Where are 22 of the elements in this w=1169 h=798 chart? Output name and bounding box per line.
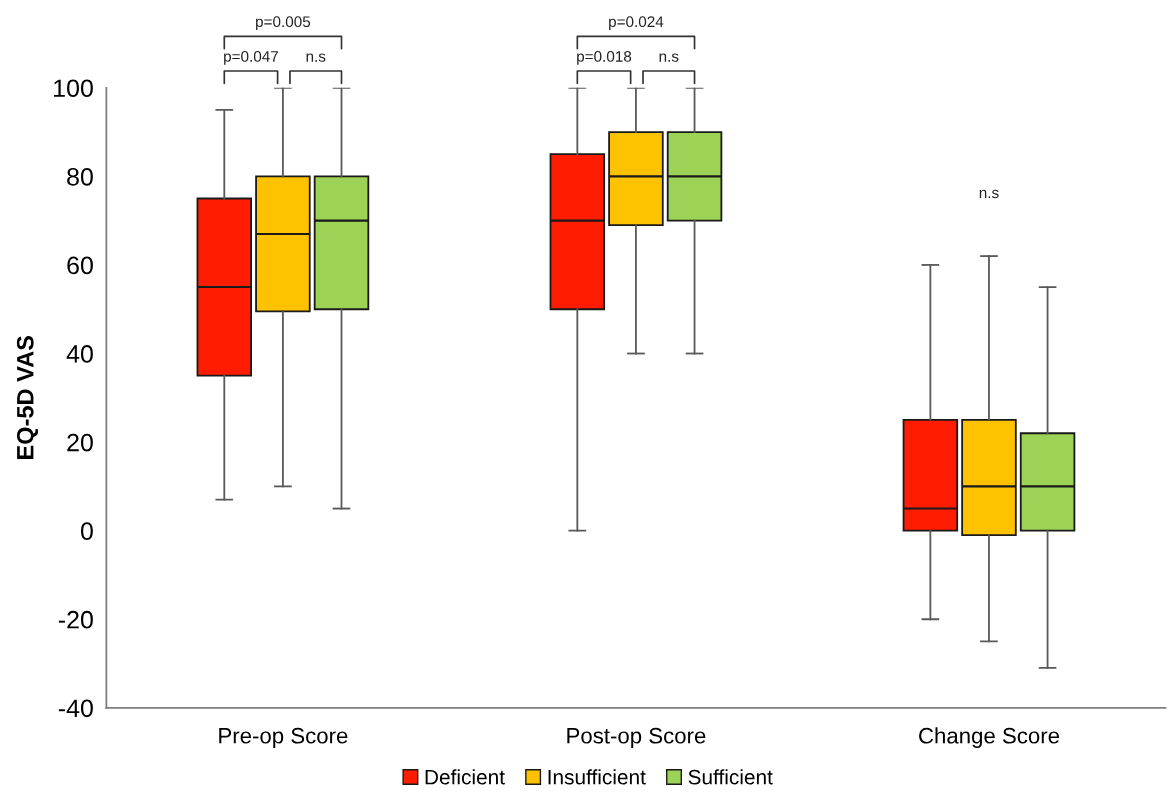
text: n.s [306, 53, 326, 62]
y-tick-label: 40 [66, 345, 93, 363]
y-tick-label: 0 [80, 522, 93, 540]
y-axis-title: EQ-5D VAS [16, 335, 39, 459]
text: p=0.018 [577, 51, 632, 65]
text: p=0.024 [609, 16, 664, 31]
x-tick-label: Change Score [919, 727, 1060, 748]
y-tick-label: -40 [58, 699, 93, 718]
y-tick-label: 20 [67, 433, 93, 452]
text: n.s [659, 53, 679, 62]
y-tick-label: 100 [54, 79, 93, 98]
annotation: n.s [979, 189, 999, 199]
legend-label: Insufficient [548, 769, 646, 785]
legend-label: Deficient [425, 769, 505, 785]
x-tick-label: Pre-op Score [219, 727, 348, 748]
y-tick-label: 80 [67, 167, 93, 186]
text: p=0.005 [256, 16, 311, 31]
y-tick-label: 60 [67, 256, 93, 275]
legend-label: Sufficient [688, 769, 773, 785]
x-tick-label: Post-op Score [567, 727, 706, 748]
text: p=0.047 [224, 51, 279, 65]
y-tick-label: -20 [58, 610, 93, 629]
